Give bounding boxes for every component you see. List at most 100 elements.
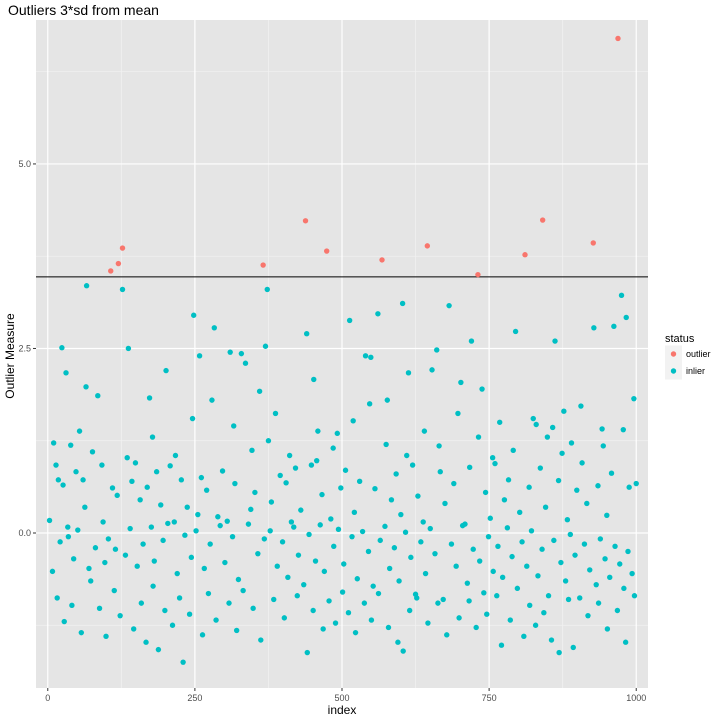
inlier-point (558, 559, 564, 566)
inlier-point (186, 611, 193, 617)
inlier-point (599, 426, 605, 432)
inlier-point (555, 477, 562, 484)
inlier-point (404, 452, 410, 459)
inlier-point (199, 632, 206, 638)
major-gridlines (36, 20, 648, 688)
inlier-point (65, 533, 72, 540)
inlier-point (489, 455, 496, 461)
inlier-point (88, 578, 94, 584)
inlier-point (134, 563, 140, 569)
inlier-point (109, 485, 116, 491)
inlier-point (473, 624, 479, 631)
inlier-point (335, 526, 342, 533)
inlier-point (283, 480, 289, 486)
inlier-point (182, 532, 188, 538)
inlier-point (388, 497, 395, 503)
inlier-point (492, 460, 498, 467)
inlier-point (435, 600, 441, 606)
inlier-point (425, 620, 431, 626)
inlier-point (144, 484, 150, 490)
inlier-point (321, 568, 328, 575)
inlier-point (155, 646, 162, 653)
outlier-point (302, 218, 309, 224)
inlier-point (541, 610, 547, 616)
inlier-point (279, 539, 286, 545)
inlier-point (189, 415, 196, 422)
inlier-point (466, 464, 473, 471)
inlier-point (117, 612, 123, 619)
inlier-point (99, 462, 105, 468)
inlier-point (264, 286, 270, 293)
inlier-point (559, 450, 565, 456)
inlier-point (303, 331, 310, 337)
inlier-legend-label: inlier (686, 366, 705, 376)
inlier-point (301, 581, 307, 588)
inlier-point (339, 589, 346, 595)
inlier-point (572, 552, 578, 558)
inlier-point (86, 565, 92, 572)
inlier-point (196, 353, 203, 359)
inlier-point (140, 541, 146, 547)
x-axis-title: index (328, 703, 357, 717)
inlier-point (366, 401, 373, 407)
inlier-point (577, 595, 583, 601)
inlier-point (150, 583, 156, 589)
inlier-point (498, 642, 505, 648)
outlier-point (108, 268, 114, 274)
inlier-point (54, 595, 60, 601)
inlier-point (567, 531, 574, 538)
inlier-point (490, 568, 496, 575)
inlier-point (533, 421, 539, 428)
inlier-point (507, 617, 513, 623)
inlier-point (623, 314, 629, 321)
x-tick-label: 1000 (626, 693, 646, 703)
inlier-point (331, 543, 337, 549)
inlier-point (384, 397, 391, 403)
inlier-point (386, 565, 393, 572)
inlier-point (396, 578, 402, 584)
inlier-point (418, 539, 424, 545)
inlier-point (484, 611, 490, 617)
inlier-point (124, 455, 130, 461)
inlier-point (122, 552, 129, 558)
inlier-point (617, 561, 623, 567)
inlier-point (365, 548, 372, 555)
inlier-point (548, 637, 555, 643)
inlier-point (291, 524, 297, 530)
inlier-point (146, 395, 153, 401)
inlier-point (153, 469, 160, 475)
inlier-point (368, 617, 375, 623)
inlier-point (399, 300, 406, 307)
inlier-point (448, 541, 455, 547)
inlier-point (245, 521, 252, 527)
inlier-point (286, 452, 293, 459)
inlier-point (350, 418, 356, 424)
outlier-point (119, 245, 126, 251)
inlier-point (326, 598, 332, 604)
inlier-point (442, 500, 448, 507)
inlier-point (233, 627, 240, 634)
inlier-point (409, 462, 416, 468)
inlier-point (65, 524, 71, 530)
inlier-point (629, 570, 635, 577)
inlier-point (427, 525, 433, 532)
inlier-point (375, 311, 381, 317)
inlier-point (69, 602, 75, 609)
outlier-legend-marker (670, 351, 677, 357)
inlier-point (342, 467, 349, 473)
inlier-point (524, 563, 530, 569)
inlier-point (434, 347, 440, 353)
inlier-point (614, 607, 621, 614)
inlier-point (319, 491, 325, 498)
inlier-point (535, 573, 541, 579)
inlier-point (105, 536, 112, 542)
inlier-point (456, 615, 462, 621)
y-axis-title: Outlier Measure (3, 313, 17, 399)
outlier-point (475, 271, 481, 278)
inlier-point (537, 465, 544, 471)
inlier-point (330, 445, 336, 451)
inlier-point (75, 527, 81, 533)
inlier-point (311, 376, 317, 383)
inlier-point (272, 410, 279, 417)
